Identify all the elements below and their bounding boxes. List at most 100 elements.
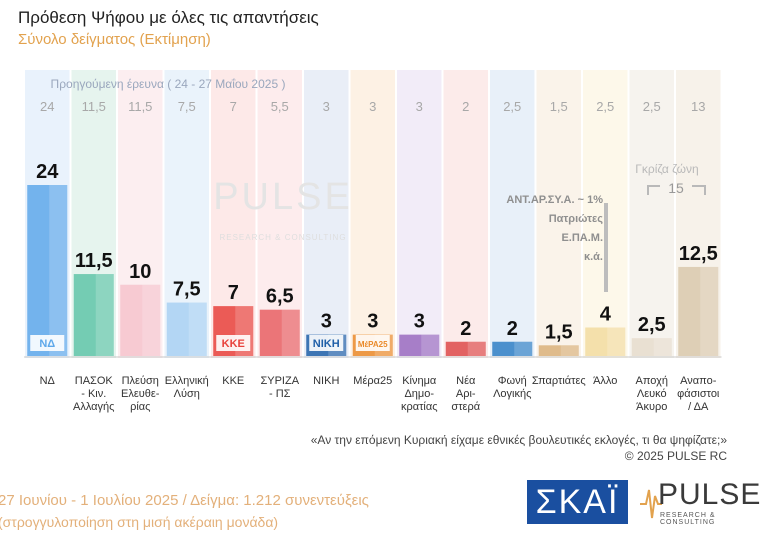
party-badge-text: ΚΚΕ (222, 338, 245, 350)
category-label: ΚΚΕ (222, 375, 244, 387)
bar (73, 274, 114, 356)
column-background (304, 70, 349, 358)
bar-value-label: 1,5 (545, 321, 573, 343)
vote-intention-chart: Προηγούμενη έρευνα ( 24 - 27 Μαΐου 2025 … (24, 70, 722, 413)
bar-value-label: 10 (129, 261, 151, 283)
pulse-logo-word: PULSE (658, 478, 762, 511)
category-label: Νέα (456, 375, 476, 387)
category-label: Ελευθε- (121, 388, 160, 400)
column-background (350, 70, 395, 358)
column-background (536, 70, 581, 358)
party-badge (355, 335, 390, 351)
column-background (397, 70, 442, 358)
bar (27, 185, 68, 356)
bar-value-label: 3 (367, 311, 378, 333)
party-badge (30, 335, 65, 351)
category-label: κρατίας (401, 401, 438, 413)
bar-value-label: 11,5 (75, 250, 113, 272)
bar (585, 327, 626, 356)
bar-value-label: 24 (36, 161, 59, 183)
category-label: ρίας (130, 401, 150, 413)
category-label: Σπαρτιάτες (532, 375, 586, 387)
category-label: Άκυρο (636, 401, 667, 413)
category-label: Αλλαγής (73, 401, 114, 413)
previous-value-label: 2 (462, 99, 469, 114)
previous-value-label: 13 (691, 99, 705, 114)
bar (538, 345, 579, 356)
bar-highlight (281, 309, 300, 356)
party-badge (216, 335, 251, 351)
previous-value-label: 3 (369, 99, 376, 114)
pulse-wave-icon (640, 489, 662, 519)
previous-value-label: 2,5 (503, 99, 521, 114)
bar-highlight (700, 266, 719, 356)
bar-value-label: 2 (460, 318, 471, 340)
category-label: στερά (451, 401, 480, 413)
bar-highlight (653, 338, 672, 356)
bar (166, 302, 207, 356)
fieldwork-info: 27 Ιουνίου - 1 Ιουλίου 2025 / Δείγμα: 1.… (0, 492, 369, 509)
category-label: φάσιστοι (677, 388, 720, 400)
category-label: Ελληνική (165, 375, 209, 387)
previous-value-label: 5,5 (271, 99, 289, 114)
annotation-text: ΑΝΤ.ΑΡ.ΣΥ.Α. ~ 1% (506, 194, 603, 206)
copyright: © 2025 PULSE RC (624, 449, 727, 463)
previous-value-label: 11,5 (82, 99, 106, 114)
grey-zone-bracket (647, 185, 660, 195)
annotation-text: Πατριώτες (549, 213, 604, 225)
previous-value-label: 2,5 (643, 99, 661, 114)
bar-value-label: 3 (414, 311, 425, 333)
category-label: / ΔΑ (688, 401, 709, 413)
previous-survey-label: Προηγούμενη έρευνα ( 24 - 27 Μαΐου 2025 … (51, 77, 286, 91)
skai-logo: ΣΚΑΪ (527, 480, 628, 524)
rounding-note: (στρογγυλοποίηση στη μισή ακέραιη μονάδα… (0, 514, 279, 530)
column-background (629, 70, 674, 358)
category-label: Λογικής (493, 388, 531, 400)
bar-highlight (421, 334, 440, 356)
category-label: ΠΑΣΟΚ (75, 375, 114, 387)
bar-highlight (607, 327, 626, 356)
chart-title: Πρόθεση Ψήφου με όλες τις απαντήσεις (18, 8, 319, 27)
category-label: Λευκό (637, 388, 667, 400)
column-background (443, 70, 488, 358)
previous-value-label: 2,5 (596, 99, 614, 114)
category-label: Πλεύση (122, 375, 159, 387)
bar (492, 341, 533, 356)
bar-highlight (188, 302, 207, 356)
bar-value-label: 2 (507, 318, 518, 340)
previous-value-label: 3 (416, 99, 423, 114)
category-label: - Κιν. (81, 388, 106, 400)
bar-value-label: 12,5 (679, 243, 718, 265)
watermark-subtext: RESEARCH & CONSULTING (219, 233, 346, 242)
category-label: Δημο- (404, 388, 434, 400)
bar-value-label: 4 (600, 304, 612, 326)
annotation-text: Ε.ΠΑ.Μ. (561, 232, 603, 244)
bar (399, 334, 440, 356)
bar-highlight (95, 274, 114, 356)
party-badge-text: ΜέΡΑ25 (358, 340, 388, 349)
bar (120, 284, 161, 356)
watermark-text: PULSE (213, 176, 353, 218)
previous-value-label: 1,5 (550, 99, 568, 114)
bar (259, 309, 300, 356)
previous-value-label: 24 (40, 99, 54, 114)
category-label: ΝΔ (40, 375, 56, 387)
party-badge-text: ΝΙΚΗ (313, 338, 340, 350)
bar-value-label: 3 (321, 311, 332, 333)
bar-highlight (467, 341, 486, 356)
pulse-logo-sub: RESEARCH & CONSULTING (660, 512, 716, 526)
category-label: ΣΥΡΙΖΑ (260, 375, 299, 387)
category-label: Αρι- (456, 388, 476, 400)
previous-value-label: 7 (230, 99, 237, 114)
bar-value-label: 2,5 (638, 314, 666, 336)
annotation-text: κ.ά. (584, 251, 603, 263)
previous-value-label: 11,5 (128, 99, 152, 114)
category-label: Μέρα25 (353, 375, 392, 387)
grey-zone-label: Γκρίζα ζώνη (635, 162, 698, 176)
bar (445, 341, 486, 356)
bar-value-label: 7,5 (173, 279, 201, 301)
bar-highlight (560, 345, 579, 356)
bar (678, 266, 719, 356)
category-label: Φωνή (498, 375, 527, 387)
party-badge-text: ΝΔ (39, 338, 55, 350)
